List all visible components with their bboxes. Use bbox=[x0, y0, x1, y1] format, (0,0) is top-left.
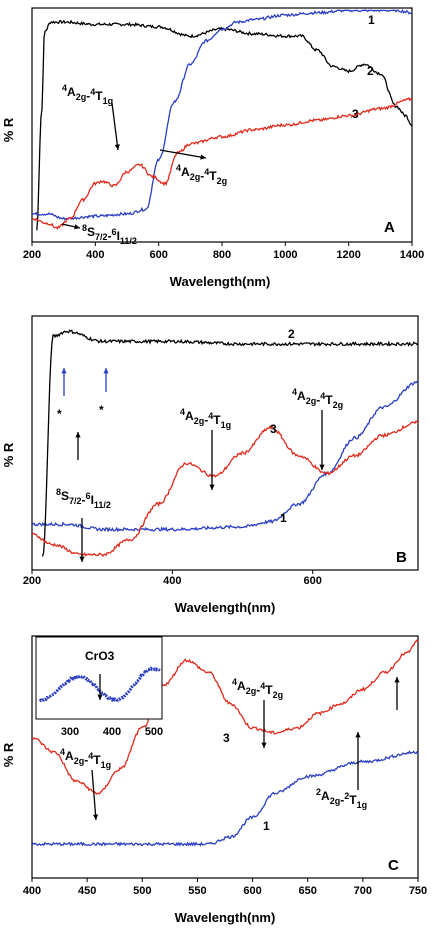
panel-c-xtick-label: 450 bbox=[78, 885, 96, 897]
panel-c-arrow-4t1g bbox=[91, 769, 97, 821]
panel-c-xtick-label: 650 bbox=[299, 885, 317, 897]
panel-b-letter: B bbox=[396, 549, 407, 566]
panel-a-xlabel: Wavelength(nm) bbox=[170, 274, 271, 289]
panel-c-arrow-2t1g-head bbox=[355, 732, 361, 738]
panel-b-xlabel: Wavelength(nm) bbox=[175, 600, 276, 615]
panel-c-annotation-4t2g: 4A2g-4T2g bbox=[232, 677, 283, 700]
inset-title: CrO3 bbox=[85, 649, 115, 663]
panel-b-blue-arrow-2-head bbox=[103, 368, 109, 374]
panel-a-letter: A bbox=[384, 219, 395, 236]
panel-c-curve-label-1: 1 bbox=[263, 819, 270, 833]
panel-a-annotation-8s: 8S7/2-6I11/2 bbox=[82, 223, 137, 246]
panel-c-letter: C bbox=[388, 857, 399, 874]
panel-b-ylabel: % R bbox=[1, 442, 16, 467]
panel-b-xtick-label: 400 bbox=[163, 575, 181, 587]
panel-a-xtick-label: 1200 bbox=[336, 249, 360, 261]
panel-c-curve-label-3: 3 bbox=[223, 731, 230, 745]
panel-a-arrow-8s-head bbox=[74, 224, 80, 230]
panel-a-curve-label-1: 1 bbox=[368, 13, 375, 27]
panel-b-curve-label-3: 3 bbox=[270, 422, 277, 436]
panel-a-frame bbox=[31, 7, 413, 243]
panel-c-annotation-4t1g: 4A2g-4T1g bbox=[60, 747, 111, 770]
panel-b-series-1 bbox=[31, 380, 419, 533]
panel-b-arrow-8s-down-head bbox=[79, 556, 85, 562]
panel-a-xtick-label: 600 bbox=[149, 249, 167, 261]
panel-b-blue-arrow-1-head bbox=[61, 368, 67, 374]
inset-xtick-label: 300 bbox=[61, 726, 79, 738]
panel-a-curve-label-3: 3 bbox=[352, 107, 359, 121]
panel-b-frame bbox=[31, 315, 419, 571]
panel-b-annotation-8s: 8S7/2-6I11/2 bbox=[56, 487, 111, 510]
panel-b-series-2 bbox=[41, 329, 419, 557]
panel-b-arrow-4t2g-head bbox=[319, 464, 325, 470]
panel-c-series-1 bbox=[31, 750, 419, 847]
panel-c-xtick-label: 550 bbox=[188, 885, 206, 897]
panel-b-arrow-4t1g-head bbox=[209, 484, 215, 490]
panel-a-curve-label-2: 2 bbox=[367, 64, 374, 78]
panel-c-arrow-4t2g-head bbox=[261, 742, 267, 748]
panel-a-xtick-label: 200 bbox=[23, 249, 41, 261]
panel-a-series-1 bbox=[36, 19, 413, 231]
panel-a-xtick-label: 800 bbox=[213, 249, 231, 261]
panel-c-series-3 bbox=[31, 639, 419, 795]
panel-b-curve-label-2: 2 bbox=[288, 327, 295, 341]
panel-b-annotation-4t2g: 4A2g-4T2g bbox=[292, 387, 343, 410]
panel-c-xtick-label: 400 bbox=[23, 885, 41, 897]
panel-b-curve-label-1: 1 bbox=[280, 511, 287, 525]
panel-b-xtick-label: 600 bbox=[304, 575, 322, 587]
panel-a-series-3 bbox=[31, 97, 413, 230]
panel-b-xtick-label: 200 bbox=[23, 575, 41, 587]
panel-a-arrow-4t1g bbox=[111, 102, 119, 151]
panel-c-arrow-4t1g-head bbox=[92, 814, 99, 820]
panel-c-inset: CrO3 300 400 500 bbox=[35, 636, 163, 738]
panel-c-frame bbox=[31, 635, 419, 879]
panel-a: Wavelength(nm) % R A 1 2 3 bbox=[1, 7, 413, 289]
panel-b-annotation-4t1g: 4A2g-4T1g bbox=[180, 407, 231, 430]
panel-b-asterisk-2: * bbox=[99, 403, 104, 417]
panel-c-xtick-label: 500 bbox=[133, 885, 151, 897]
panel-a-arrow-4t1g-head bbox=[114, 144, 120, 150]
panel-a-xtick-label: 1000 bbox=[273, 249, 297, 261]
panel-a-ylabel: % R bbox=[1, 117, 16, 142]
panel-c-xtick-label: 700 bbox=[354, 885, 372, 897]
panel-a-xtick-label: 400 bbox=[86, 249, 104, 261]
panel-c-xlabel: Wavelength(nm) bbox=[175, 910, 276, 925]
panel-a-arrow-4t2g bbox=[159, 149, 207, 159]
panel-b-arrow-8s-up-head bbox=[75, 432, 81, 438]
panel-b-asterisk-1: * bbox=[57, 407, 62, 421]
panel-b-series-3 bbox=[31, 420, 419, 558]
panel-c-xtick-label: 600 bbox=[243, 885, 261, 897]
panel-c-annotation-2t1g: 2A2g-2T1g bbox=[316, 787, 367, 810]
panel-c-xtick-label: 750 bbox=[409, 885, 427, 897]
panel-a-arrow-4t2g-head bbox=[200, 154, 206, 160]
panel-c-ylabel: % R bbox=[1, 742, 16, 767]
panel-a-annotation-4t2g: 4A2g-4T2g bbox=[176, 163, 227, 186]
panel-a-series-2 bbox=[31, 8, 413, 221]
inset-xtick-label: 400 bbox=[103, 726, 121, 738]
panel-c-arrow-extra-head bbox=[394, 677, 400, 683]
panel-a-annotation-4t1g: 4A2g-4T1g bbox=[62, 83, 113, 106]
inset-xtick-label: 500 bbox=[145, 726, 163, 738]
inset-arrow-head bbox=[97, 694, 103, 700]
panel-a-xtick-label: 1400 bbox=[400, 249, 424, 261]
